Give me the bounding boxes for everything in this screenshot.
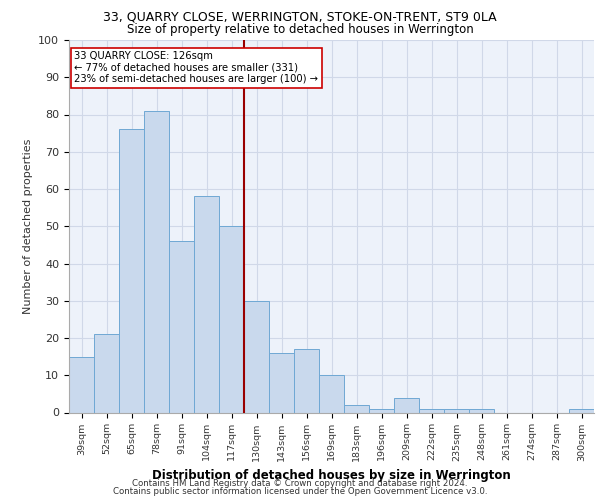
Bar (144, 111, 169, 412)
Bar (169, 241, 194, 412)
Bar (394, 398, 419, 412)
Bar (244, 300, 269, 412)
Bar (219, 226, 244, 412)
X-axis label: Distribution of detached houses by size in Werrington: Distribution of detached houses by size … (152, 469, 511, 482)
Bar (269, 353, 294, 412)
Bar (119, 130, 144, 412)
Bar (294, 349, 319, 412)
Text: Size of property relative to detached houses in Werrington: Size of property relative to detached ho… (127, 22, 473, 36)
Bar (444, 409, 469, 412)
Text: Contains HM Land Registry data © Crown copyright and database right 2024.: Contains HM Land Registry data © Crown c… (132, 478, 468, 488)
Bar (69, 356, 94, 412)
Bar (469, 409, 494, 412)
Bar (319, 375, 344, 412)
Bar (419, 409, 444, 412)
Y-axis label: Number of detached properties: Number of detached properties (23, 138, 33, 314)
Bar (369, 409, 394, 412)
Text: 33, QUARRY CLOSE, WERRINGTON, STOKE-ON-TRENT, ST9 0LA: 33, QUARRY CLOSE, WERRINGTON, STOKE-ON-T… (103, 11, 497, 24)
Bar (344, 405, 369, 412)
Bar (94, 334, 119, 412)
Text: Contains public sector information licensed under the Open Government Licence v3: Contains public sector information licen… (113, 487, 487, 496)
Bar (569, 409, 594, 412)
Text: 33 QUARRY CLOSE: 126sqm
← 77% of detached houses are smaller (331)
23% of semi-d: 33 QUARRY CLOSE: 126sqm ← 77% of detache… (74, 51, 318, 84)
Bar (194, 196, 219, 412)
